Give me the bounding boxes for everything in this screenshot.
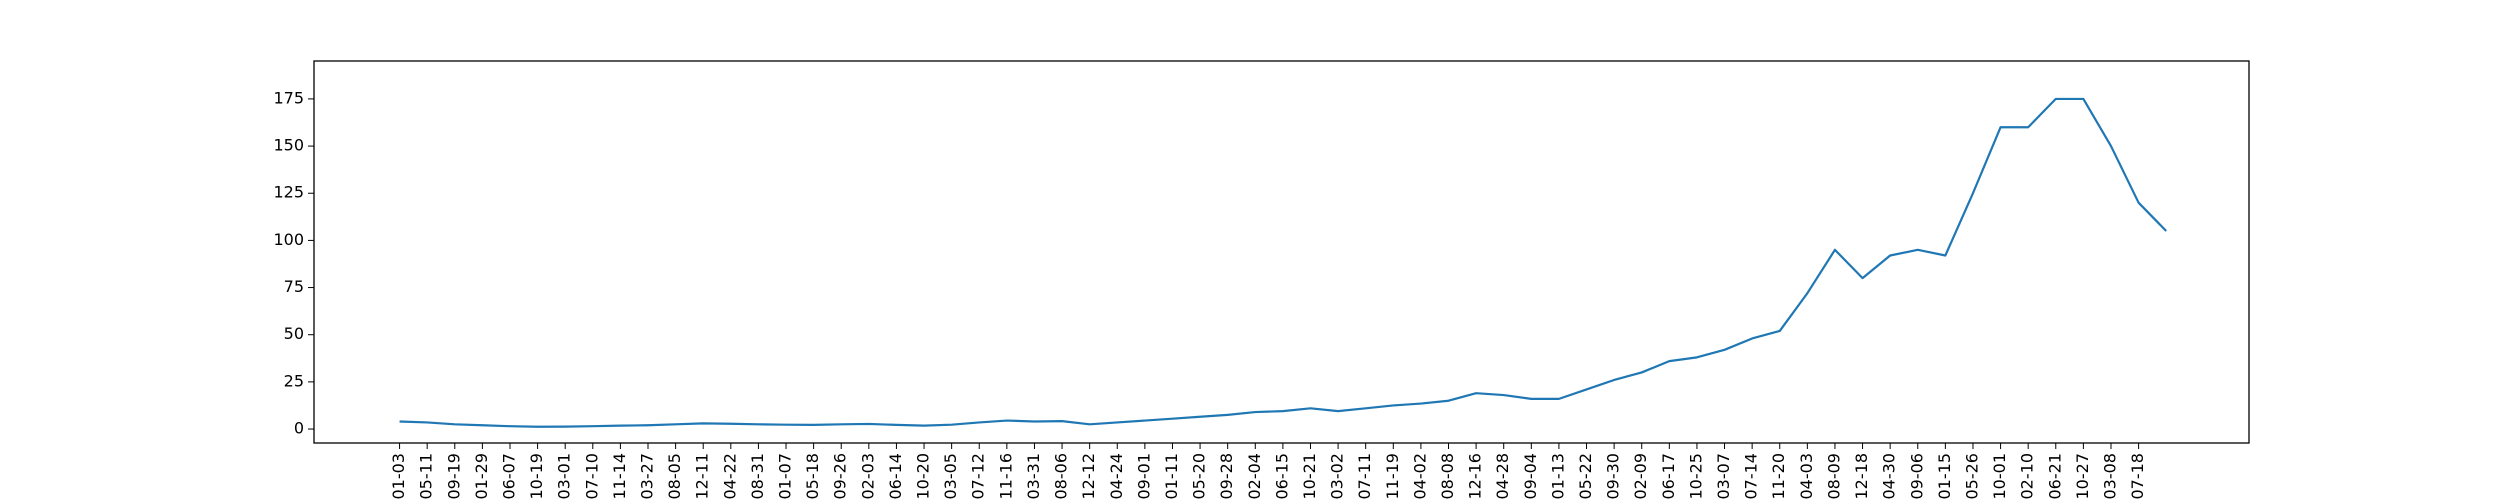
x-tick-label: -06-07 [499,453,518,500]
x-tick-label: -11-20 [1769,453,1788,500]
x-tick-label: -04-22 [720,453,739,500]
x-tick-label: -09-04 [1521,453,1540,500]
plot-frame [313,60,2250,444]
x-tick-label: -09-26 [831,453,850,500]
x-tick-label: -05-22 [1576,453,1595,500]
x-tick-label: -12-18 [1852,453,1871,500]
x-tick-label: -03-08 [2100,453,2119,500]
x-tick-label: -08-31 [748,453,767,500]
x-tick-label: -08-05 [665,453,684,500]
x-tick-label: -10-21 [1300,453,1319,500]
x-tick-label: -09-06 [1907,453,1926,500]
y-tick-label: 100 [273,230,304,249]
x-tick-label: -03-27 [638,453,657,500]
x-tick-label: -11-16 [996,453,1015,500]
x-tick-label: -12-16 [1466,453,1485,500]
x-tick-label: -09-01 [1134,453,1153,500]
x-tick-label: -12-11 [693,453,712,500]
x-tick-label: -12-12 [1079,453,1098,500]
x-tick-label: -01-11 [1162,453,1181,500]
x-tick-label: -10-01 [1990,453,2009,500]
x-tick-label: -04-28 [1493,453,1512,500]
x-tick-label: -11-14 [610,453,629,500]
x-tick-label: -03-01 [555,453,574,500]
x-tick-label: -05-11 [417,453,436,500]
x-tick-label: -03-31 [1024,453,1043,500]
x-tick-label: -01-07 [776,453,795,500]
x-tick-label: -07-14 [1742,453,1761,500]
y-tick-label: 25 [284,371,304,390]
x-tick-label: -08-09 [1824,453,1843,500]
x-tick-label: -06-21 [2045,453,2064,500]
x-tick-label: -06-15 [1272,453,1291,500]
x-tick-label: -10-20 [914,453,933,500]
x-tick-label: -09-28 [1217,453,1236,500]
x-tick-label: -10-27 [2073,453,2092,500]
x-tick-label: -04-30 [1880,453,1899,500]
x-tick-label: -11-19 [1383,453,1402,500]
x-tick-label: -01-03 [389,453,408,500]
x-tick-label: -02-10 [2018,453,2037,500]
y-tick-label: 0 [294,419,304,438]
y-tick-label: 50 [284,324,304,343]
y-tick-label: 175 [273,88,304,107]
x-tick-label: -04-02 [1410,453,1429,500]
x-tick-label: -08-06 [1052,453,1071,500]
x-tick-label: -05-18 [803,453,822,500]
x-tick-label: -03-07 [1714,453,1733,500]
x-tick-label: -07-11 [1355,453,1374,500]
x-tick-label: -03-02 [1328,453,1347,500]
x-tick-label: -06-14 [886,453,905,500]
x-tick-label: -10-25 [1686,453,1705,500]
x-tick-label: -09-19 [444,453,463,500]
x-tick-label: -01-15 [1935,453,1954,500]
x-tick-label: -02-09 [1631,453,1650,500]
x-tick-label: -07-12 [969,453,988,500]
x-tick-label: -03-05 [941,453,960,500]
x-tick-label: -07-18 [2128,453,2147,500]
x-tick-label: -01-29 [472,453,491,500]
x-tick-label: -02-03 [858,453,877,500]
x-tick-label: -04-24 [1107,453,1126,500]
x-tick-label: -07-10 [582,453,601,500]
x-tick-label: -01-13 [1548,453,1567,500]
x-tick-label: -08-08 [1438,453,1457,500]
x-tick-label: -10-19 [527,453,546,500]
x-tick-label: -04-03 [1797,453,1816,500]
y-tick-label: 150 [273,136,304,155]
x-tick-label: -05-20 [1190,453,1209,500]
x-tick-label: -02-04 [1245,453,1264,500]
x-tick-label: -06-17 [1659,453,1678,500]
x-tick-label: -05-26 [1962,453,1981,500]
price-line [399,97,2167,428]
y-tick-label: 125 [273,183,304,202]
y-tick-label: 75 [284,277,304,296]
x-tick-label: -09-30 [1604,453,1623,500]
